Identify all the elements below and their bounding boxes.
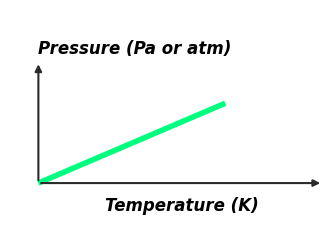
Text: Temperature (K): Temperature (K) [105,197,259,214]
Text: Pressure (Pa or atm): Pressure (Pa or atm) [38,40,232,58]
